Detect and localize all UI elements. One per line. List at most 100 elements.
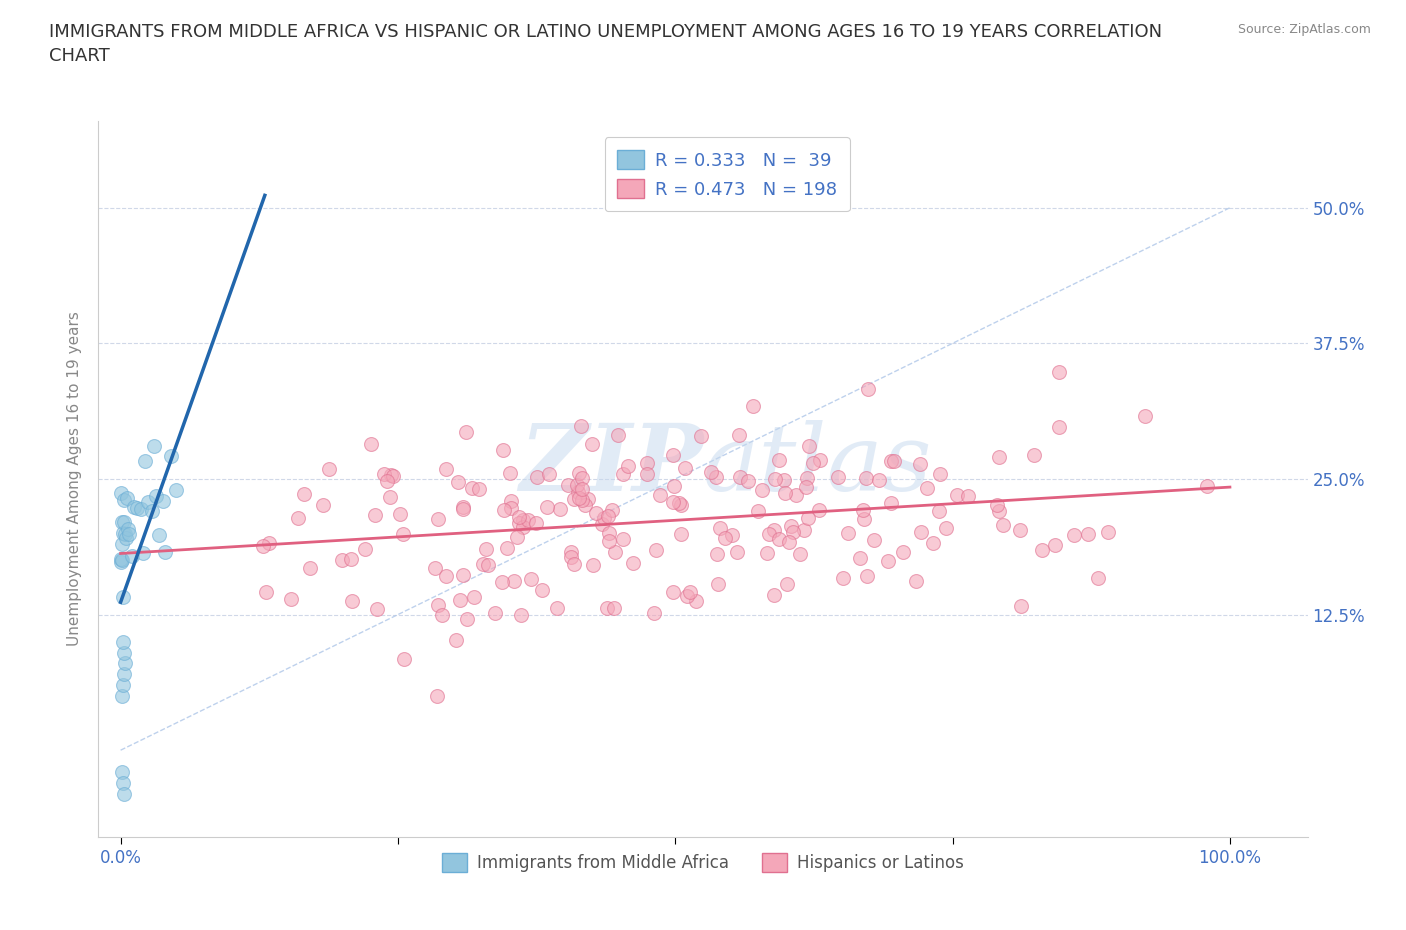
Point (796, 471, 818, 485)
Point (797, 510, 820, 525)
Point (831, 570, 853, 585)
Point (592, 511, 614, 525)
Point (855, 471, 877, 485)
Point (991, 517, 1014, 532)
Point (110, 552, 132, 567)
Point (713, 531, 735, 546)
Point (700, 464, 723, 479)
Point (827, 470, 849, 485)
Point (605, 545, 627, 560)
Point (423, 561, 446, 576)
Point (112, 667, 135, 682)
Point (648, 487, 671, 502)
Point (451, 499, 474, 514)
Point (111, 552, 134, 567)
Point (568, 466, 591, 481)
Point (477, 558, 499, 573)
Point (668, 496, 690, 511)
Point (1195, 479, 1218, 494)
Point (706, 547, 728, 562)
Point (793, 522, 815, 537)
Point (112, 786, 135, 801)
Point (434, 568, 457, 583)
Point (122, 499, 145, 514)
Point (165, 483, 187, 498)
Point (576, 491, 599, 506)
Point (366, 602, 388, 617)
Point (801, 456, 824, 471)
Point (560, 550, 582, 565)
Point (883, 454, 905, 469)
Point (848, 551, 870, 565)
Point (1133, 408, 1156, 423)
Point (560, 544, 582, 559)
Point (491, 575, 513, 590)
Point (153, 544, 176, 559)
Point (446, 632, 468, 647)
Point (585, 506, 607, 521)
Point (877, 553, 900, 568)
Point (430, 608, 453, 623)
Point (574, 498, 596, 512)
Point (863, 533, 886, 548)
Point (598, 508, 620, 523)
Point (252, 538, 274, 553)
Point (612, 532, 634, 547)
Point (607, 428, 630, 443)
Point (111, 764, 134, 779)
Point (905, 573, 928, 588)
Point (127, 500, 149, 515)
Point (1047, 365, 1070, 379)
Point (957, 489, 980, 504)
Point (142, 438, 165, 453)
Point (662, 584, 685, 599)
Point (510, 607, 533, 622)
Point (499, 494, 522, 509)
Point (808, 453, 831, 468)
Point (851, 503, 873, 518)
Point (602, 502, 624, 517)
Point (1043, 538, 1066, 552)
Point (557, 478, 579, 493)
Point (837, 525, 859, 540)
Point (858, 381, 880, 396)
Point (427, 512, 450, 526)
Text: ZIP: ZIP (519, 419, 703, 510)
Point (567, 485, 589, 499)
Y-axis label: Unemployment Among Ages 16 to 19 years: Unemployment Among Ages 16 to 19 years (67, 312, 83, 646)
Point (645, 543, 668, 558)
Point (517, 513, 540, 528)
Point (451, 567, 474, 582)
Point (986, 498, 1008, 512)
Point (720, 527, 742, 542)
Point (636, 466, 658, 481)
Point (616, 458, 638, 473)
Point (380, 468, 402, 483)
Point (621, 555, 644, 570)
Point (111, 688, 134, 703)
Point (389, 507, 412, 522)
Point (375, 473, 398, 488)
Point (562, 491, 585, 506)
Point (132, 546, 155, 561)
Point (780, 519, 803, 534)
Point (669, 526, 692, 541)
Point (111, 634, 134, 649)
Point (709, 521, 731, 536)
Point (312, 498, 335, 512)
Point (292, 486, 315, 501)
Point (456, 611, 478, 626)
Point (498, 466, 520, 481)
Point (690, 429, 713, 444)
Point (856, 569, 879, 584)
Point (603, 600, 626, 615)
Point (548, 502, 571, 517)
Point (318, 462, 340, 477)
Point (988, 449, 1011, 464)
Point (785, 487, 807, 502)
Point (484, 605, 506, 620)
Point (591, 517, 613, 532)
Point (360, 437, 382, 452)
Point (114, 656, 136, 671)
Point (612, 466, 634, 481)
